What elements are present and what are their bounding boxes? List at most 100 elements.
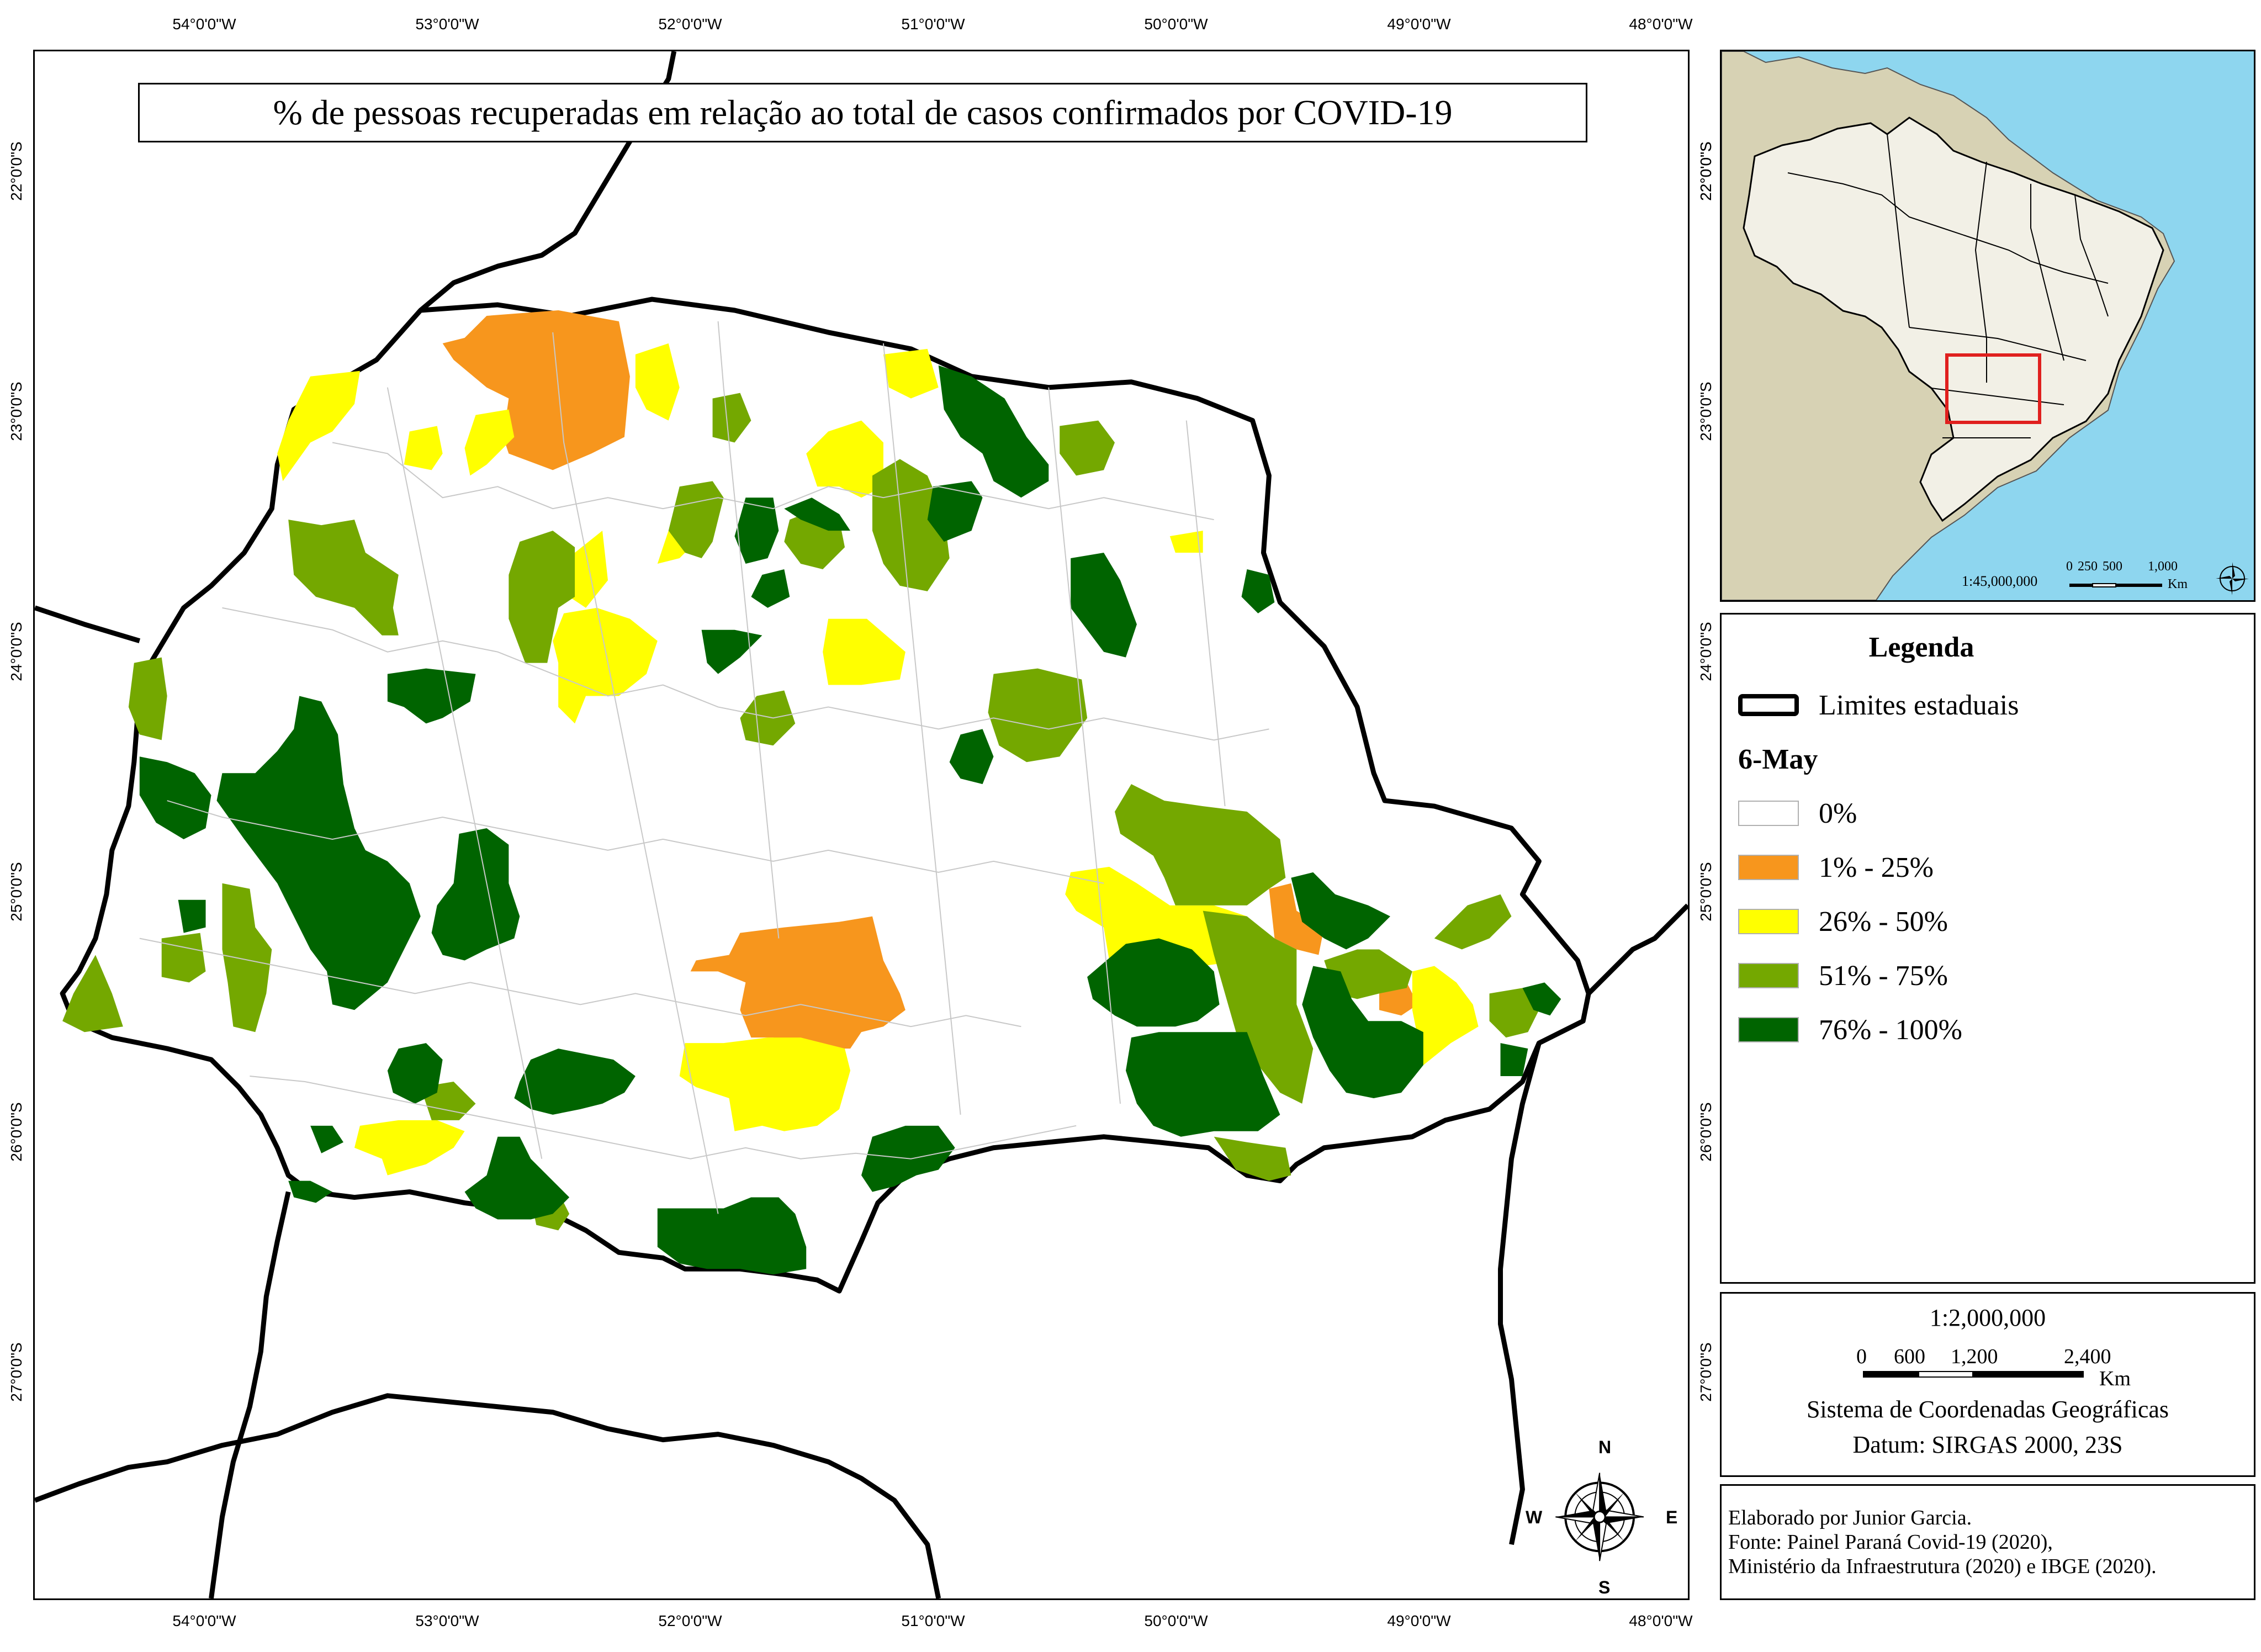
- legend-title: Legenda: [1868, 632, 1974, 663]
- lat-tick: 25°0'0"S: [8, 862, 25, 922]
- municipality-classes: [62, 310, 1561, 1275]
- municipality-class-76-100: [464, 1136, 570, 1220]
- municipality-class-76-100: [1291, 872, 1390, 950]
- lat-tick: 26°0'0"S: [1697, 1102, 1714, 1162]
- municipality-class-51-75: [872, 459, 950, 591]
- municipality-class-76-100: [751, 569, 790, 608]
- municipality-class-26-50: [883, 348, 939, 399]
- inset-scale-tick: 250: [2078, 559, 2098, 574]
- municipality-class-76-100: [387, 1043, 443, 1104]
- municipality-class-51-75: [668, 481, 724, 559]
- inset-brazil: [1743, 117, 2164, 522]
- municipality-class-26-50: [404, 426, 443, 470]
- lon-tick: 52°0'0"W: [658, 1612, 722, 1629]
- scale-unit: Km: [2099, 1367, 2131, 1390]
- municipality-class-26-50: [635, 343, 680, 421]
- municipality-class-76-100: [938, 365, 1049, 498]
- municipality-class-51-75: [1060, 420, 1115, 476]
- legend-item-class: 1% - 25%: [1733, 840, 2243, 894]
- municipality-class-76-100: [216, 696, 421, 1010]
- municipality-class-76-100: [310, 1125, 344, 1153]
- legend-item-class: 76% - 100%: [1733, 1003, 2243, 1057]
- legend-swatch: [1738, 963, 1799, 988]
- scale-ratio: 1:2,000,000: [1929, 1304, 2046, 1331]
- scale-tick: 0: [1856, 1345, 1867, 1368]
- municipality-class-26-50: [553, 607, 658, 724]
- lat-tick: 27°0'0"S: [1697, 1342, 1714, 1402]
- municipality-class-1-25: [442, 310, 630, 470]
- lat-tick: 24°0'0"S: [8, 622, 25, 681]
- municipality-class-51-75: [509, 531, 575, 663]
- municipality-class-51-75: [62, 955, 123, 1032]
- legend-class-label: 51% - 75%: [1819, 960, 1948, 992]
- municipality-class-76-100: [734, 497, 779, 564]
- inset-scale-tick: 1,000: [2148, 559, 2178, 574]
- north-arrow: [1555, 1473, 1644, 1561]
- legend-item-boundary: Limites estaduais: [1733, 678, 2243, 732]
- legend-swatch: [1738, 801, 1799, 826]
- municipality-class-76-100: [139, 756, 211, 839]
- municipality-class-76-100: [431, 828, 520, 961]
- compass-east-label: E: [1666, 1507, 1678, 1527]
- credit-author: Elaborado por Junior Garcia.: [1728, 1506, 1972, 1529]
- inset-state-lines: [1787, 134, 2109, 438]
- legend-class-label: 1% - 25%: [1819, 851, 1934, 883]
- municipality-class-76-100: [1087, 938, 1220, 1027]
- municipality-class-51-75: [712, 393, 751, 443]
- state-boundaries: [35, 51, 1688, 1598]
- scale-panel: 1:2,000,000 0 600 1,200 2,400 Km Sistema…: [1720, 1292, 2255, 1477]
- municipality-class-76-100: [701, 629, 763, 674]
- state-boundary-swatch: [1738, 694, 1799, 716]
- scale-tick: 600: [1894, 1345, 1925, 1368]
- map-title: % de pessoas recuperadas em relação ao t…: [138, 83, 1587, 142]
- municipal-boundaries: [139, 321, 1269, 1214]
- municipality-class-76-100: [927, 481, 983, 542]
- parana-map-svg: [35, 51, 1688, 1598]
- credit-source-cont: Ministério da Infraestrutura (2020) e IB…: [1728, 1555, 2157, 1578]
- lon-tick: 49°0'0"W: [1387, 15, 1451, 33]
- main-map: N S E W: [33, 50, 1690, 1600]
- legend-item-class: 51% - 75%: [1733, 949, 2243, 1003]
- municipality-class-26-50: [806, 420, 883, 498]
- inset-lat-tick: 22°0'0"S: [1697, 141, 1714, 201]
- legend-boundary-label: Limites estaduais: [1819, 689, 2019, 721]
- lon-tick: 49°0'0"W: [1387, 1612, 1451, 1629]
- municipality-class-26-50: [679, 1037, 851, 1131]
- inset-scale-text: 1:45,000,000: [1962, 573, 2038, 589]
- credits-panel: Elaborado por Junior Garcia. Fonte: Pain…: [1720, 1484, 2255, 1600]
- lat-tick: 25°0'0"S: [1697, 862, 1714, 922]
- municipality-class-76-100: [1241, 569, 1275, 613]
- inset-locator-map: 1:45,000,000 0 250 500 1,000 Km: [1720, 50, 2255, 602]
- municipality-class-26-50: [354, 1120, 465, 1176]
- municipality-class-26-50: [823, 618, 906, 685]
- lon-tick: 48°0'0"W: [1629, 1612, 1693, 1629]
- municipality-class-51-75: [1214, 1136, 1291, 1181]
- lon-tick: 52°0'0"W: [658, 15, 722, 33]
- municipality-class-76-100: [1071, 553, 1137, 658]
- municipality-class-26-50: [277, 370, 360, 481]
- inset-scale-tick: 500: [2103, 559, 2122, 574]
- municipality-class-51-75: [988, 668, 1088, 763]
- lat-tick: 23°0'0"S: [1697, 382, 1714, 441]
- lon-tick: 51°0'0"W: [901, 1612, 965, 1629]
- municipality-class-76-100: [1125, 1032, 1280, 1137]
- municipality-class-76-100: [657, 1197, 807, 1275]
- datum-label: Datum: SIRGAS 2000, 23S: [1852, 1431, 2123, 1458]
- scale-tick: 2,400: [2064, 1345, 2111, 1368]
- municipality-class-76-100: [1302, 966, 1423, 1098]
- municipality-class-51-75: [222, 883, 272, 1032]
- municipality-class-76-100: [514, 1049, 636, 1115]
- legend-item-class: 0%: [1733, 786, 2243, 840]
- municipality-class-26-50: [1169, 531, 1203, 553]
- compass-south-label: S: [1598, 1577, 1611, 1597]
- legend-panel: Legenda Limites estaduais 6-May 0% 1% - …: [1720, 613, 2255, 1284]
- municipality-class-76-100: [1522, 982, 1561, 1016]
- municipality-class-51-75: [128, 657, 167, 740]
- legend-class-label: 26% - 50%: [1819, 906, 1948, 938]
- lon-tick: 53°0'0"W: [415, 15, 479, 33]
- inset-map-svg: [1722, 51, 2254, 600]
- lat-tick: 27°0'0"S: [8, 1342, 25, 1402]
- legend-date-label: 6-May: [1738, 743, 1818, 775]
- municipality-class-51-75: [740, 690, 796, 746]
- scale-bar: [1863, 1371, 2084, 1378]
